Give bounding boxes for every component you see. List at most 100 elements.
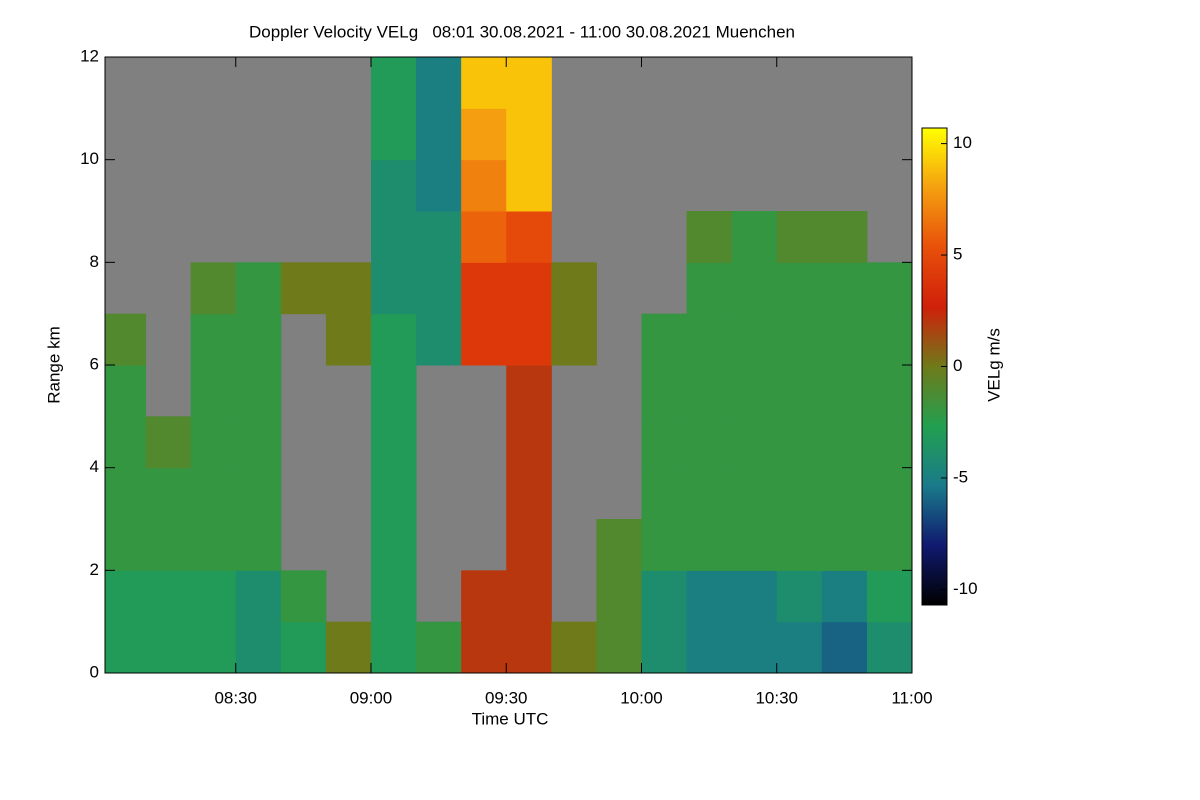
heatmap-cell	[686, 262, 733, 315]
heatmap-cell	[551, 621, 597, 673]
x-tick-label: 09:30	[485, 688, 528, 707]
heatmap-cell	[731, 621, 778, 673]
heatmap-cell	[821, 313, 868, 366]
heatmap-cell	[105, 519, 147, 571]
heatmap-cell	[506, 211, 552, 263]
heatmap-cell	[731, 313, 778, 366]
heatmap-cell	[731, 570, 778, 623]
heatmap-cell	[416, 57, 462, 109]
heatmap-cell	[776, 621, 823, 673]
heatmap-cell	[866, 621, 912, 673]
x-tick-label: 09:00	[350, 688, 393, 707]
heatmap-cell	[461, 621, 507, 673]
heatmap-cell	[731, 211, 778, 263]
heatmap-cell	[821, 570, 868, 623]
heatmap-cell	[461, 570, 507, 623]
heatmap-cell	[235, 365, 282, 417]
heatmap-cell	[641, 467, 688, 520]
y-tick-label: 2	[90, 560, 99, 579]
heatmap-cell	[641, 416, 688, 469]
heatmap-cell	[235, 467, 282, 520]
heatmap-cell	[776, 313, 823, 366]
heatmap-cell	[821, 211, 868, 263]
heatmap-cell	[416, 621, 462, 673]
heatmap-cell	[370, 313, 417, 366]
x-tick-label: 10:30	[755, 688, 798, 707]
heatmap-cell	[686, 467, 733, 520]
heatmap-cell	[370, 621, 417, 673]
heatmap-cell	[370, 416, 417, 469]
heatmap-cell	[821, 365, 868, 417]
heatmap-cell	[731, 262, 778, 315]
heatmap-cell	[235, 570, 282, 623]
heatmap-cell	[105, 570, 147, 623]
heatmap-cell	[105, 621, 147, 673]
heatmap-cell	[866, 519, 912, 571]
colorbar-tick-label: -5	[953, 467, 968, 486]
heatmap-cell	[461, 313, 507, 366]
x-tick-label: 11:00	[891, 688, 932, 707]
heatmap-cell	[506, 570, 552, 623]
heatmap-cell	[370, 519, 417, 571]
heatmap-cell	[145, 519, 192, 571]
heatmap-cell	[190, 519, 237, 571]
x-tick-label: 08:30	[214, 688, 257, 707]
heatmap-cell	[461, 262, 507, 315]
heatmap-cell	[190, 570, 237, 623]
heatmap-cell	[506, 365, 552, 417]
colorbar-tick-label: 0	[953, 356, 962, 375]
heatmap-cell	[190, 365, 237, 417]
heatmap-cell	[641, 365, 688, 417]
heatmap-cell	[866, 313, 912, 366]
heatmap-cell	[280, 621, 327, 673]
heatmap-cell	[641, 570, 688, 623]
heatmap-cell	[416, 108, 462, 161]
heatmap-cell	[370, 57, 417, 109]
heatmap-cell	[280, 570, 327, 623]
heatmap-cell	[506, 621, 552, 673]
heatmap-cell	[866, 570, 912, 623]
heatmap-cell	[596, 570, 642, 623]
heatmap-cell	[776, 570, 823, 623]
y-tick-label: 12	[80, 46, 99, 65]
heatmap-cell	[105, 467, 147, 520]
heatmap-cell	[776, 262, 823, 315]
heatmap-cell	[821, 262, 868, 315]
heatmap-cell	[686, 365, 733, 417]
heatmap-cell	[105, 365, 147, 417]
heatmap-cell	[370, 159, 417, 212]
heatmap-cell	[370, 262, 417, 315]
heatmap-cell	[866, 365, 912, 417]
y-tick-label: 0	[90, 662, 99, 681]
colorbar-tick-label: 10	[953, 133, 972, 152]
heatmap-cell	[776, 467, 823, 520]
heatmap-cell	[506, 313, 552, 366]
heatmap-cell	[190, 262, 237, 315]
heatmap-cell	[105, 313, 147, 366]
heatmap-cell	[370, 108, 417, 161]
heatmap-cell	[416, 159, 462, 212]
heatmap-cell	[145, 416, 192, 469]
x-axis-label: Time UTC	[472, 709, 549, 728]
heatmap-cell	[145, 570, 192, 623]
colorbar-tick-label: -10	[953, 579, 978, 598]
y-tick-label: 6	[90, 354, 99, 373]
heatmap-cell	[190, 467, 237, 520]
heatmap-cell	[776, 211, 823, 263]
heatmap-cell	[461, 57, 507, 109]
heatmap-cell	[370, 570, 417, 623]
heatmap-cell	[866, 262, 912, 315]
heatmap-cell	[370, 365, 417, 417]
heatmap-cell	[235, 621, 282, 673]
heatmap-cell	[596, 621, 642, 673]
heatmap-cell	[686, 313, 733, 366]
heatmap-cell	[686, 570, 733, 623]
heatmap-cell	[821, 467, 868, 520]
heatmap-cell	[731, 416, 778, 469]
heatmap-cell	[190, 416, 237, 469]
heatmap-cell	[821, 621, 868, 673]
heatmap-cell	[641, 519, 688, 571]
heatmap-cell	[235, 313, 282, 366]
colorbar-tick-label: 5	[953, 245, 962, 264]
